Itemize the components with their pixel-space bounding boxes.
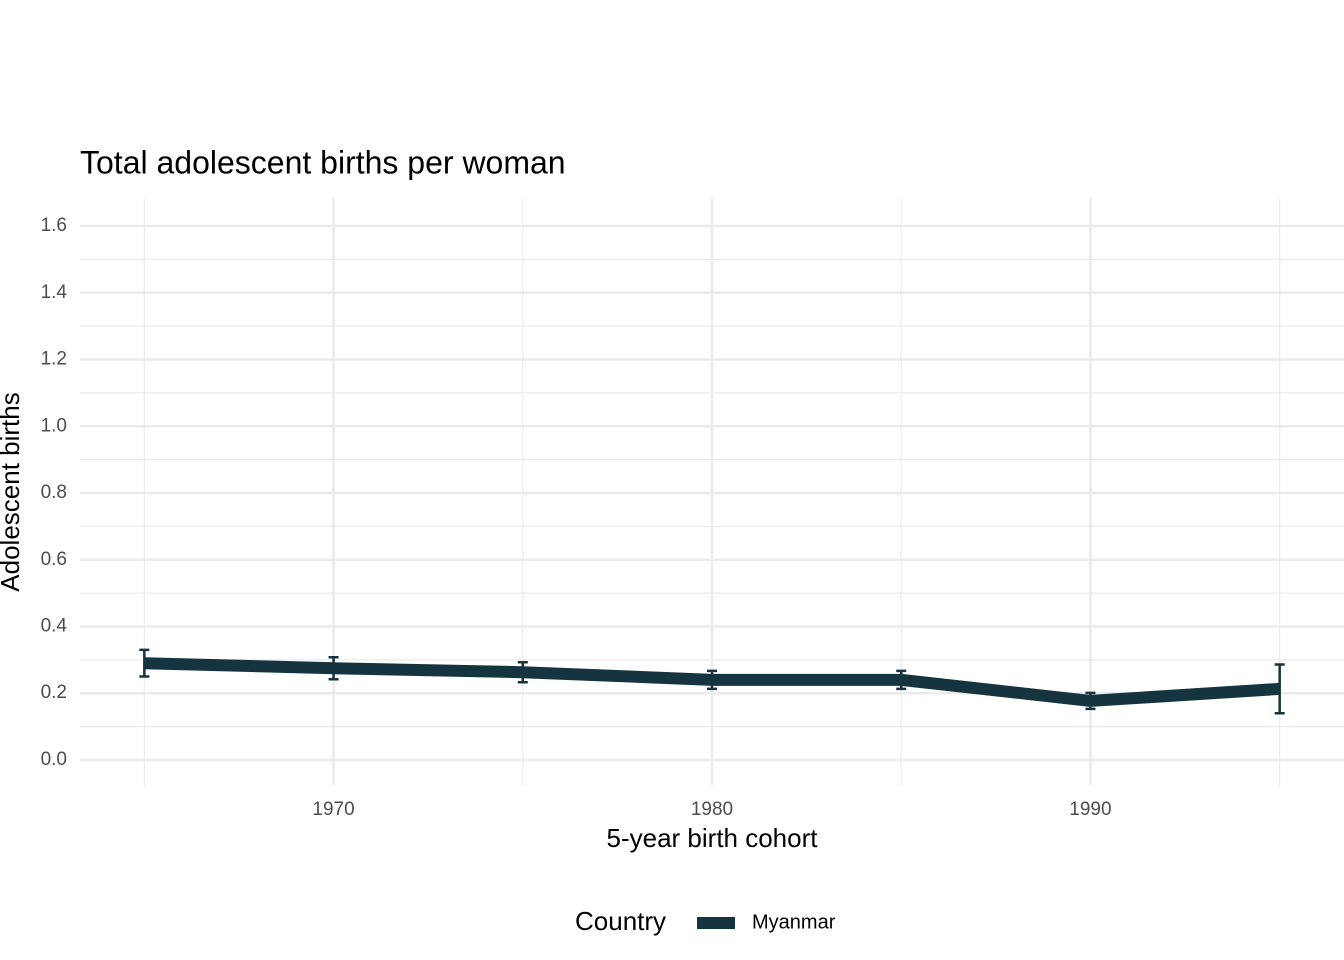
y-tick-label: 0.0 <box>41 749 67 770</box>
y-tick-label: 0.8 <box>41 482 67 503</box>
y-tick-label: 0.4 <box>41 616 68 637</box>
y-tick-label: 1.6 <box>41 215 67 236</box>
x-tick-label: 1990 <box>1069 799 1111 820</box>
data-line <box>144 657 1281 707</box>
x-tick-label: 1980 <box>691 799 733 820</box>
legend-title: Country <box>575 906 666 936</box>
y-tick-label: 0.6 <box>41 549 67 570</box>
y-tick-label: 1.2 <box>41 349 67 370</box>
y-tick-label: 1.0 <box>41 415 67 436</box>
legend-label: Myanmar <box>752 911 836 933</box>
x-tick-label: 1970 <box>312 799 354 820</box>
y-tick-label: 1.4 <box>41 282 68 303</box>
y-tick-label: 0.2 <box>41 682 67 703</box>
y-axis-title: Adolescent births <box>0 392 25 591</box>
error-bar <box>139 648 150 678</box>
x-axis-title: 5-year birth cohort <box>607 823 819 853</box>
chart-title: Total adolescent births per woman <box>80 144 566 180</box>
